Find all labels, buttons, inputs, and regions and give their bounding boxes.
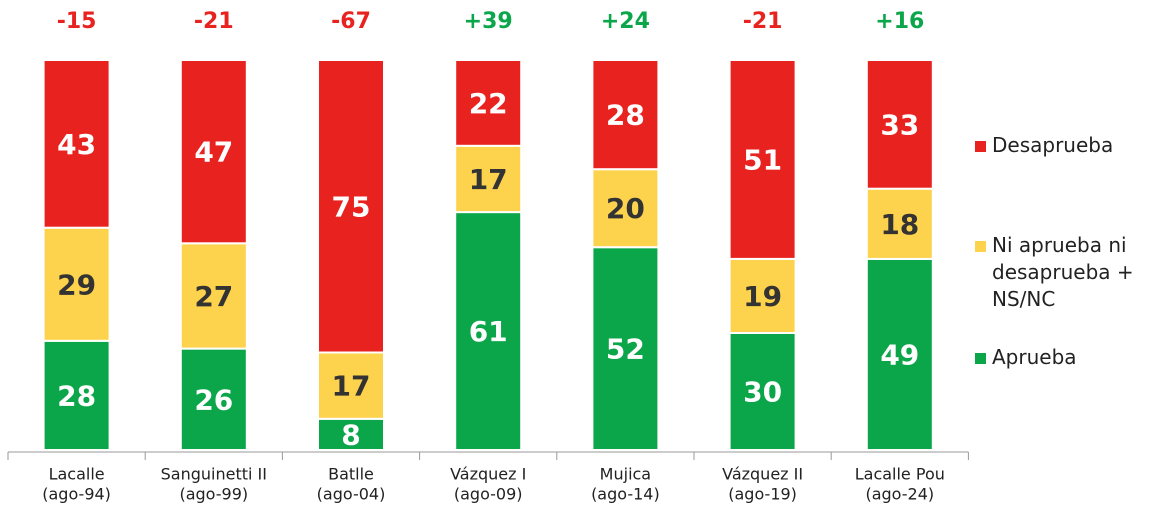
net-label: -15: [57, 9, 97, 34]
x-tick-label: Batlle: [328, 465, 374, 484]
data-label: 29: [57, 268, 96, 301]
x-tick-label: Lacalle Pou: [855, 465, 945, 484]
x-tick-label: (ago-99): [179, 485, 248, 504]
x-tick-label: Vázquez II: [722, 465, 803, 484]
x-tick-label: Vázquez I: [450, 465, 526, 484]
data-label: 27: [194, 280, 233, 313]
bar-segment: [865, 257, 934, 451]
net-label: +16: [875, 9, 924, 34]
x-tick-label: (ago-04): [317, 485, 386, 504]
data-label: 20: [606, 192, 645, 225]
data-label: 17: [332, 370, 371, 403]
bar-segment: [865, 59, 934, 190]
data-label: 75: [332, 190, 371, 223]
legend-item: Desaprueba: [975, 132, 1155, 159]
data-label: 61: [469, 315, 508, 348]
x-tick-label: (ago-19): [728, 485, 797, 504]
data-label: 17: [469, 163, 508, 196]
legend-label: Aprueba: [992, 345, 1077, 369]
x-tick-label: (ago-24): [865, 485, 934, 504]
legend-item: Ni aprueba ni desaprueba + NS/NC: [975, 232, 1155, 313]
bar-segment: [454, 59, 523, 147]
bar-segment: [865, 187, 934, 260]
data-label: 52: [606, 333, 645, 366]
data-label: 49: [880, 338, 919, 371]
bar-segment: [728, 59, 797, 260]
legend-swatch: [975, 241, 986, 252]
data-label: 33: [880, 108, 919, 141]
net-label: +24: [601, 9, 650, 34]
data-label: 28: [57, 379, 96, 412]
x-tick-label: (ago-09): [454, 485, 523, 504]
net-label: -21: [194, 9, 234, 34]
legend-label: Desaprueba: [992, 133, 1114, 157]
data-label: 22: [469, 87, 508, 120]
net-label: -21: [743, 9, 783, 34]
bar-segment: [591, 168, 660, 249]
data-label: 47: [194, 136, 233, 169]
x-tick-label: (ago-14): [591, 485, 660, 504]
bar-segment: [317, 59, 385, 354]
net-label: +39: [464, 9, 513, 34]
bar-segment: [591, 246, 660, 451]
data-label: 26: [194, 383, 233, 416]
legend-swatch: [975, 353, 986, 364]
data-label: 43: [57, 128, 96, 161]
data-label: 51: [743, 143, 782, 176]
x-tick-label: Mujica: [600, 465, 651, 484]
bar-segment: [42, 226, 111, 342]
data-label: 8: [341, 418, 360, 451]
legend-swatch: [975, 141, 986, 152]
data-label: 28: [606, 99, 645, 132]
data-label: 30: [743, 376, 782, 409]
x-tick-label: Lacalle: [49, 465, 105, 484]
data-label: 18: [880, 208, 919, 241]
bar-segment: [179, 242, 248, 350]
x-tick-label: Sanguinetti II: [161, 465, 267, 484]
bar-segment: [179, 59, 248, 245]
bar-segment: [42, 339, 111, 451]
x-tick-label: (ago-94): [42, 485, 111, 504]
legend-label: Ni aprueba ni desaprueba + NS/NC: [992, 233, 1134, 311]
bar-segment: [728, 257, 797, 334]
net-label: -67: [331, 9, 371, 34]
bar-segment: [317, 351, 385, 420]
bar-segment: [591, 59, 660, 171]
bar-segment: [454, 211, 523, 451]
legend-item: Aprueba: [975, 344, 1155, 371]
bar-segment: [42, 59, 111, 229]
data-label: 19: [743, 280, 782, 313]
bar-segment: [317, 417, 385, 451]
bar-segment: [454, 144, 523, 214]
